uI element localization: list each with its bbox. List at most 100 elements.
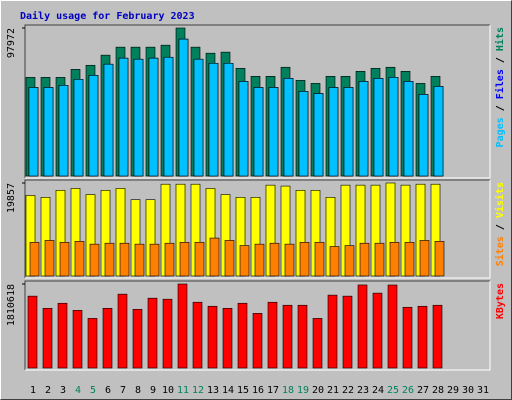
- bar: [192, 301, 203, 369]
- bar: [119, 242, 130, 277]
- chart-title: Daily usage for February 2023: [20, 10, 195, 22]
- x-tick-label: 31: [477, 385, 489, 396]
- bar: [132, 309, 143, 369]
- bar: [117, 293, 128, 369]
- bar: [389, 241, 400, 277]
- bar: [44, 240, 55, 277]
- legend-entry: Sites: [494, 236, 506, 266]
- bar: [238, 81, 249, 177]
- legend: Sites / Visits: [494, 182, 506, 266]
- bar: [434, 241, 445, 277]
- bar: [253, 87, 264, 177]
- bar: [404, 241, 415, 277]
- bar: [104, 242, 115, 277]
- bar: [178, 38, 189, 177]
- bar: [344, 245, 355, 277]
- legend-separator: /: [495, 99, 506, 117]
- x-tick-label: 19: [297, 385, 309, 396]
- bar: [284, 243, 295, 277]
- bar: [358, 81, 369, 177]
- x-tick-label: 30: [462, 385, 474, 396]
- legend-entry: KBytes: [495, 283, 506, 319]
- x-tick-label: 12: [192, 385, 204, 396]
- x-tick-label: 14: [222, 385, 234, 396]
- x-tick-label: 21: [327, 385, 339, 396]
- x-tick-label: 10: [162, 385, 174, 396]
- x-tick-label: 4: [75, 385, 81, 396]
- bar: [102, 307, 113, 369]
- bar: [239, 245, 250, 277]
- bar: [43, 87, 54, 177]
- bar: [163, 56, 174, 177]
- bar: [73, 79, 84, 177]
- bar: [133, 58, 144, 177]
- bar: [28, 87, 39, 177]
- x-tick-label: 28: [432, 385, 444, 396]
- bar: [268, 87, 279, 177]
- x-tick-label: 2: [45, 385, 51, 396]
- x-tick-label: 8: [135, 385, 141, 396]
- bar: [387, 284, 398, 369]
- panel-bevel: [25, 25, 491, 179]
- bar: [299, 241, 310, 277]
- legend-entry: Files: [494, 69, 506, 99]
- x-tick-label: 13: [207, 385, 219, 396]
- bar: [297, 304, 308, 369]
- y-tick-label: 19857: [6, 183, 17, 213]
- bar: [359, 242, 370, 277]
- bar: [59, 241, 70, 277]
- x-tick-label: 23: [357, 385, 369, 396]
- x-tick-label: 11: [177, 385, 189, 396]
- bar: [149, 243, 160, 277]
- bar: [402, 306, 413, 369]
- bar: [298, 91, 309, 177]
- bar: [148, 57, 159, 177]
- bar: [314, 241, 325, 277]
- bar: [418, 94, 429, 177]
- bar: [194, 241, 205, 277]
- bar: [193, 58, 204, 177]
- bar: [282, 304, 293, 369]
- bar: [342, 295, 353, 369]
- bar: [222, 307, 233, 369]
- bar: [74, 241, 85, 277]
- x-tick-label: 20: [312, 385, 324, 396]
- bar: [374, 242, 385, 277]
- bar: [88, 75, 99, 177]
- x-tick-label: 26: [402, 385, 414, 396]
- x-tick-label: 6: [105, 385, 111, 396]
- bar: [419, 240, 430, 277]
- x-tick-label: 16: [252, 385, 264, 396]
- bar: [118, 57, 129, 177]
- legend: KBytes: [495, 283, 506, 319]
- legend-entry: Visits: [494, 182, 506, 218]
- bar: [328, 87, 339, 177]
- bar: [103, 63, 114, 177]
- panel-bevel: [25, 180, 491, 279]
- bar: [27, 295, 38, 369]
- legend-separator: /: [495, 51, 506, 69]
- bar: [432, 304, 443, 369]
- bar: [357, 284, 368, 369]
- y-tick-label: 97972: [6, 28, 17, 58]
- bar: [72, 310, 83, 369]
- x-tick-label: 18: [282, 385, 294, 396]
- bar: [267, 301, 278, 369]
- bar: [58, 85, 69, 177]
- bar: [164, 242, 175, 277]
- bar: [208, 63, 219, 177]
- legend-entry: Pages: [495, 117, 506, 147]
- bar: [327, 294, 338, 369]
- legend: Pages / Files / Hits: [494, 27, 506, 147]
- panel-bevel: [24, 280, 490, 370]
- bar: [312, 318, 323, 369]
- bar: [207, 305, 218, 369]
- x-tick-label: 27: [417, 385, 429, 396]
- bar: [313, 93, 324, 177]
- panel-bevel: [24, 179, 490, 278]
- bar: [179, 241, 190, 277]
- bar: [329, 246, 340, 277]
- bar: [254, 243, 265, 277]
